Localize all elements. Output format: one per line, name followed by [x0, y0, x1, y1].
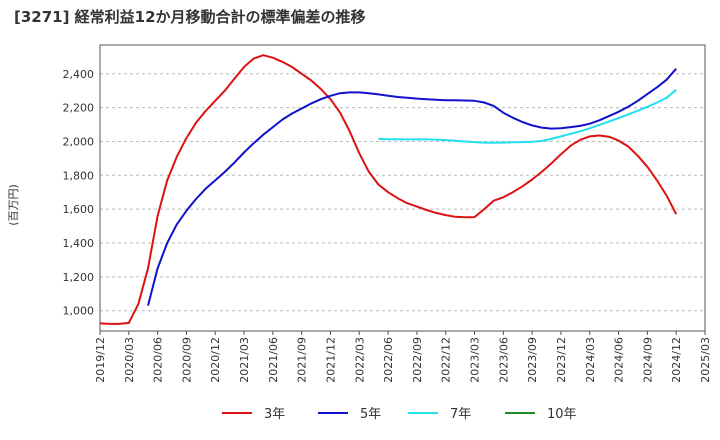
- x-tick-label: 2021/09: [296, 337, 309, 383]
- x-tick-label: 2020/06: [152, 337, 165, 383]
- x-tick-label: 2023/09: [526, 337, 539, 383]
- series-line-7年: [378, 89, 677, 144]
- x-tick-label: 2020/03: [123, 337, 136, 383]
- x-tick-label: 2019/12: [94, 337, 107, 383]
- x-tick-label: 2021/12: [324, 337, 337, 383]
- y-tick-label: 1,600: [63, 203, 95, 216]
- x-tick-label: 2022/06: [382, 337, 395, 383]
- series-lines: [99, 54, 678, 325]
- y-tick-label: 1,800: [63, 169, 95, 182]
- y-tick-label: 2,000: [63, 135, 95, 148]
- x-tick-label: 2024/06: [613, 337, 626, 383]
- x-tick-label: 2022/09: [411, 337, 424, 383]
- legend-label: 3年: [264, 407, 285, 422]
- series-line-3年: [99, 54, 678, 325]
- x-tick-label: 2022/12: [440, 337, 453, 383]
- y-axis-label: (百万円): [7, 184, 20, 226]
- y-axis-ticks: 1,000 1,200 1,400 1,600 1,800 2,000 2,200 2,400: [63, 68, 95, 318]
- legend-label: 7年: [450, 407, 471, 422]
- y-tick-label: 1,400: [63, 237, 95, 250]
- x-tick-label: 2021/03: [238, 337, 251, 383]
- x-tick-label: 2020/09: [180, 337, 193, 383]
- legend-label: 5年: [360, 407, 381, 422]
- chart-title: [3271] 経常利益12か月移動合計の標準偏差の推移: [14, 8, 366, 26]
- x-axis-ticks: 2019/12 2020/03 2020/06 2020/09 2020/12 2021/…: [94, 331, 712, 383]
- y-tick-label: 1,000: [63, 305, 95, 318]
- plot-frame: [99, 44, 706, 332]
- x-tick-label: 2022/03: [353, 337, 366, 383]
- y-tick-label: 1,200: [63, 271, 95, 284]
- grid-lines: [100, 73, 705, 312]
- legend: 3年 5年 7年 10年: [222, 407, 577, 422]
- x-tick-label: 2023/03: [469, 337, 482, 383]
- x-tick-label: 2024/12: [670, 337, 683, 383]
- x-tick-label: 2023/12: [555, 337, 568, 383]
- x-tick-label: 2024/03: [584, 337, 597, 383]
- x-tick-label: 2024/09: [641, 337, 654, 383]
- x-tick-label: 2025/03: [699, 337, 712, 383]
- x-tick-label: 2023/06: [497, 337, 510, 383]
- series-line-5年: [147, 68, 677, 306]
- legend-label: 10年: [547, 407, 577, 422]
- y-tick-label: 2,200: [63, 102, 95, 115]
- x-tick-label: 2021/06: [267, 337, 280, 383]
- x-tick-label: 2020/12: [209, 337, 222, 383]
- y-tick-label: 2,400: [63, 68, 95, 81]
